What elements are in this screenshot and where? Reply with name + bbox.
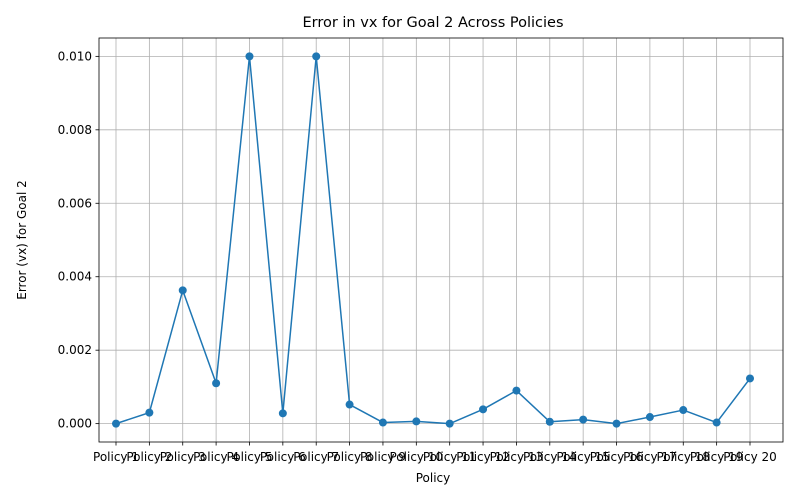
x-tick-label: Policy 3 bbox=[160, 450, 206, 464]
x-tick-label: Policy 4 bbox=[193, 450, 239, 464]
x-tick-label: Policy 5 bbox=[226, 450, 272, 464]
data-point bbox=[145, 408, 154, 417]
data-point bbox=[345, 400, 354, 409]
x-tick-label: Policy 8 bbox=[327, 450, 373, 464]
x-tick-label: Policy 2 bbox=[126, 450, 172, 464]
series-line bbox=[115, 55, 751, 425]
data-point bbox=[579, 415, 588, 424]
y-axis: 0.000 0.002 0.004 0.006 0.008 0.010 bbox=[58, 49, 99, 431]
x-tick-label: Policy 10 bbox=[390, 450, 444, 464]
data-point bbox=[545, 417, 554, 426]
y-tick-label: 0.010 bbox=[58, 49, 92, 63]
data-point bbox=[679, 406, 688, 415]
data-point bbox=[245, 52, 254, 61]
data-point bbox=[378, 418, 387, 427]
plot-frame bbox=[98, 37, 784, 443]
series-layer bbox=[112, 52, 754, 428]
data-point bbox=[312, 52, 321, 61]
x-tick-label: Policy 7 bbox=[293, 450, 339, 464]
y-axis-title: Error (vx) for Goal 2 bbox=[15, 180, 29, 300]
data-point bbox=[612, 419, 621, 428]
x-tick-label: Policy 18 bbox=[656, 450, 710, 464]
x-tick-label: Policy 13 bbox=[490, 450, 544, 464]
data-point bbox=[479, 405, 488, 414]
x-tick-label: Policy 1 bbox=[93, 450, 139, 464]
data-point bbox=[112, 419, 120, 428]
x-tick-label: Policy 17 bbox=[623, 450, 677, 464]
data-point bbox=[212, 379, 221, 388]
x-tick-label: Policy 16 bbox=[590, 450, 644, 464]
data-point bbox=[746, 374, 754, 383]
x-tick-label: Policy 20 bbox=[723, 450, 777, 464]
chart-title: Error in vx for Goal 2 Across Policies bbox=[302, 15, 563, 31]
y-tick-label: 0.000 bbox=[58, 417, 92, 431]
data-point bbox=[445, 419, 454, 428]
grid bbox=[99, 38, 783, 442]
x-axis-title: Policy bbox=[416, 471, 451, 485]
y-tick-label: 0.004 bbox=[58, 270, 92, 284]
x-tick-label: Policy 19 bbox=[690, 450, 744, 464]
data-point bbox=[645, 413, 654, 422]
data-point bbox=[278, 409, 287, 418]
x-tick-label: Policy 9 bbox=[360, 450, 406, 464]
x-tick-label: Policy 14 bbox=[523, 450, 577, 464]
y-tick-label: 0.006 bbox=[58, 196, 92, 210]
y-tick-label: 0.008 bbox=[58, 123, 92, 137]
x-tick-label: Policy 11 bbox=[423, 450, 477, 464]
data-point bbox=[712, 418, 721, 427]
data-point bbox=[412, 417, 421, 426]
data-point bbox=[512, 386, 521, 395]
x-tick-label: Policy 6 bbox=[260, 450, 306, 464]
data-point bbox=[178, 286, 187, 295]
x-tick-label: Policy 15 bbox=[556, 450, 610, 464]
y-tick-label: 0.002 bbox=[58, 343, 92, 357]
x-tick-label: Policy 12 bbox=[456, 450, 510, 464]
